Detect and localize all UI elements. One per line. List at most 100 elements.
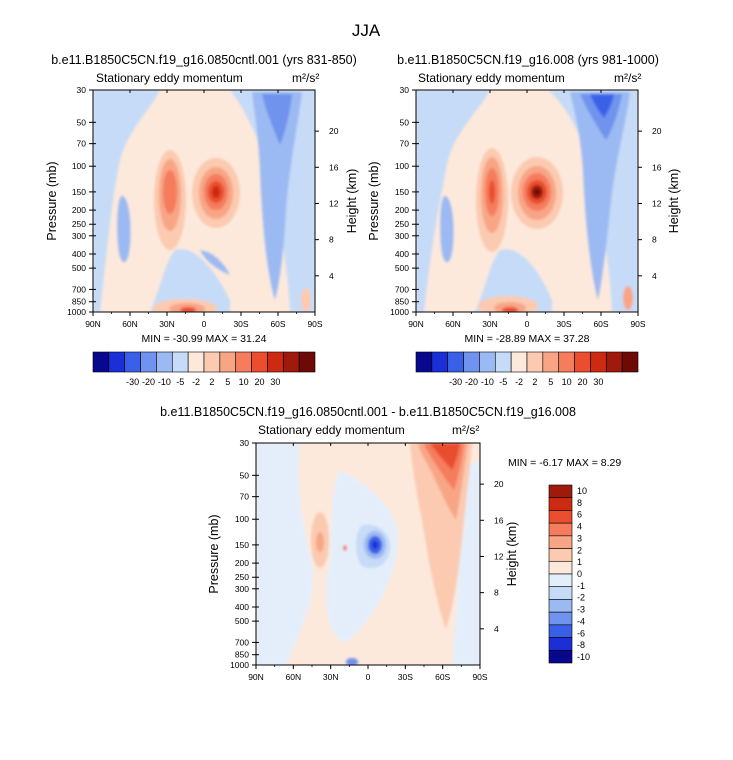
colorbar-label: 30	[270, 377, 280, 387]
colorbar-label: 8	[577, 498, 582, 508]
panel-2-stats: MIN = -28.89 MAX = 37.28	[465, 333, 590, 345]
lat-tick-label: 0	[202, 319, 207, 329]
colorbar-label: 6	[577, 510, 582, 520]
height-tick-label: 16	[652, 162, 662, 172]
colorbar-label: -30	[449, 377, 462, 387]
colorbar-label: -10	[158, 377, 171, 387]
panel-2-neg-region	[440, 196, 454, 263]
colorbar-swatch	[542, 351, 560, 373]
pressure-tick-label: 200	[235, 558, 249, 568]
colorbar-label: 4	[577, 522, 582, 532]
panel-1-pos-region	[301, 288, 311, 312]
panel-2-subtitle: Stationary eddy momentum	[418, 71, 565, 85]
panel-2-ylabel: Pressure (mb)	[367, 161, 381, 240]
colorbar-swatch	[447, 351, 464, 373]
lat-tick-label: 90N	[85, 319, 101, 329]
colorbar-swatch	[463, 351, 480, 373]
pressure-tick-label: 850	[395, 297, 409, 307]
panel-3-ylabel: Pressure (mb)	[207, 514, 221, 593]
lat-tick-label: 60N	[122, 319, 138, 329]
colorbar-label: -2	[577, 593, 585, 603]
panel-1-neg-region	[252, 92, 302, 300]
colorbar-label: -2	[192, 377, 200, 387]
colorbar-label: -10	[481, 377, 494, 387]
height-tick-label: 4	[494, 624, 499, 634]
pressure-tick-label: 200	[395, 205, 409, 215]
colorbar-swatch	[187, 351, 205, 373]
panel-3: b.e11.B1850C5CN.f19_g16.0850cntl.001 - b…	[160, 405, 621, 682]
panel-1-ylabel: Pressure (mb)	[45, 161, 59, 240]
panel-2-units: m²/s²	[614, 71, 641, 85]
colorbar-label: -3	[577, 605, 585, 615]
colorbar-label: 5	[225, 377, 230, 387]
colorbar-swatch	[267, 351, 284, 373]
panel-1-colorbar: -30 -20 -10 -5 -2 2 5 10 20 30	[92, 351, 316, 387]
colorbar-label: -20	[142, 377, 155, 387]
colorbar-swatch	[548, 611, 573, 626]
colorbar-label: -10	[577, 652, 590, 662]
height-tick-label: 8	[329, 235, 334, 245]
height-tick-label: 16	[494, 515, 504, 525]
panel-1-pos-region	[163, 170, 177, 214]
colorbar-swatch	[548, 535, 573, 549]
lat-tick-label: 60N	[445, 319, 461, 329]
colorbar-swatch	[108, 351, 126, 373]
panel-3-title: b.e11.B1850C5CN.f19_g16.0850cntl.001 - b…	[160, 405, 576, 419]
colorbar-swatch	[124, 351, 141, 373]
panel-1-pos-region	[212, 186, 220, 198]
colorbar-swatch	[548, 510, 573, 524]
lat-tick-label: 30N	[323, 672, 339, 682]
panel-1-neg-region	[93, 90, 160, 312]
panel-3-subtitle: Stationary eddy momentum	[258, 423, 405, 437]
pressure-tick-label: 100	[235, 514, 249, 524]
panel-2-pos-region	[623, 286, 633, 310]
pressure-tick-label: 400	[395, 249, 409, 259]
colorbar-swatch	[171, 351, 189, 373]
panel-2-colorbar: -30 -20 -10 -5 -2 2 5 10 20 30	[415, 351, 639, 387]
panel-3-stats: MIN = -6.17 MAX = 8.29	[508, 457, 621, 469]
colorbar-swatch	[605, 351, 623, 373]
panel-3-units: m²/s²	[452, 423, 479, 437]
lat-tick-label: 0	[366, 672, 371, 682]
pressure-tick-label: 250	[72, 219, 86, 229]
pressure-tick-label: 30	[77, 85, 87, 95]
colorbar-swatch	[203, 351, 221, 373]
pressure-tick-label: 500	[395, 263, 409, 273]
panel-1-neg-region	[262, 94, 292, 145]
panel-1-stats: MIN = -30.99 MAX = 31.24	[142, 333, 267, 345]
panel-2-right-label: Height (km)	[667, 169, 681, 234]
panel-2-neg-region	[580, 94, 622, 140]
panel-2-field	[416, 90, 638, 312]
colorbar-label: 2	[532, 377, 537, 387]
colorbar-swatch	[548, 573, 573, 588]
height-tick-label: 8	[652, 235, 657, 245]
colorbar-label: -5	[176, 377, 184, 387]
panel-3-pos-region	[316, 532, 324, 552]
pressure-tick-label: 250	[395, 219, 409, 229]
colorbar-swatch	[574, 351, 591, 373]
pressure-tick-label: 300	[235, 584, 249, 594]
pressure-tick-label: 500	[72, 263, 86, 273]
pressure-tick-label: 1000	[67, 307, 86, 317]
panel-3-neg-region	[372, 541, 378, 549]
colorbar-swatch	[621, 351, 639, 373]
colorbar-label: 5	[548, 377, 553, 387]
height-tick-label: 4	[329, 271, 334, 281]
colorbar-swatch	[558, 351, 575, 373]
colorbar-label: 10	[239, 377, 249, 387]
height-tick-label: 12	[329, 198, 339, 208]
panel-2-neg-region	[475, 249, 552, 312]
panel-1-pos-region	[180, 307, 196, 312]
colorbar-label: 10	[562, 377, 572, 387]
colorbar-label: 20	[254, 377, 264, 387]
pressure-tick-label: 50	[240, 470, 250, 480]
panel-2-pos-region	[534, 189, 540, 195]
pressure-tick-label: 100	[395, 161, 409, 171]
colorbar-swatch	[548, 599, 573, 613]
colorbar-swatch	[494, 351, 512, 373]
panel-2-neg-region	[416, 90, 490, 312]
colorbar-label: -20	[465, 377, 478, 387]
height-tick-label: 20	[494, 479, 504, 489]
lat-tick-label: 90N	[248, 672, 264, 682]
colorbar-swatch	[548, 649, 573, 664]
